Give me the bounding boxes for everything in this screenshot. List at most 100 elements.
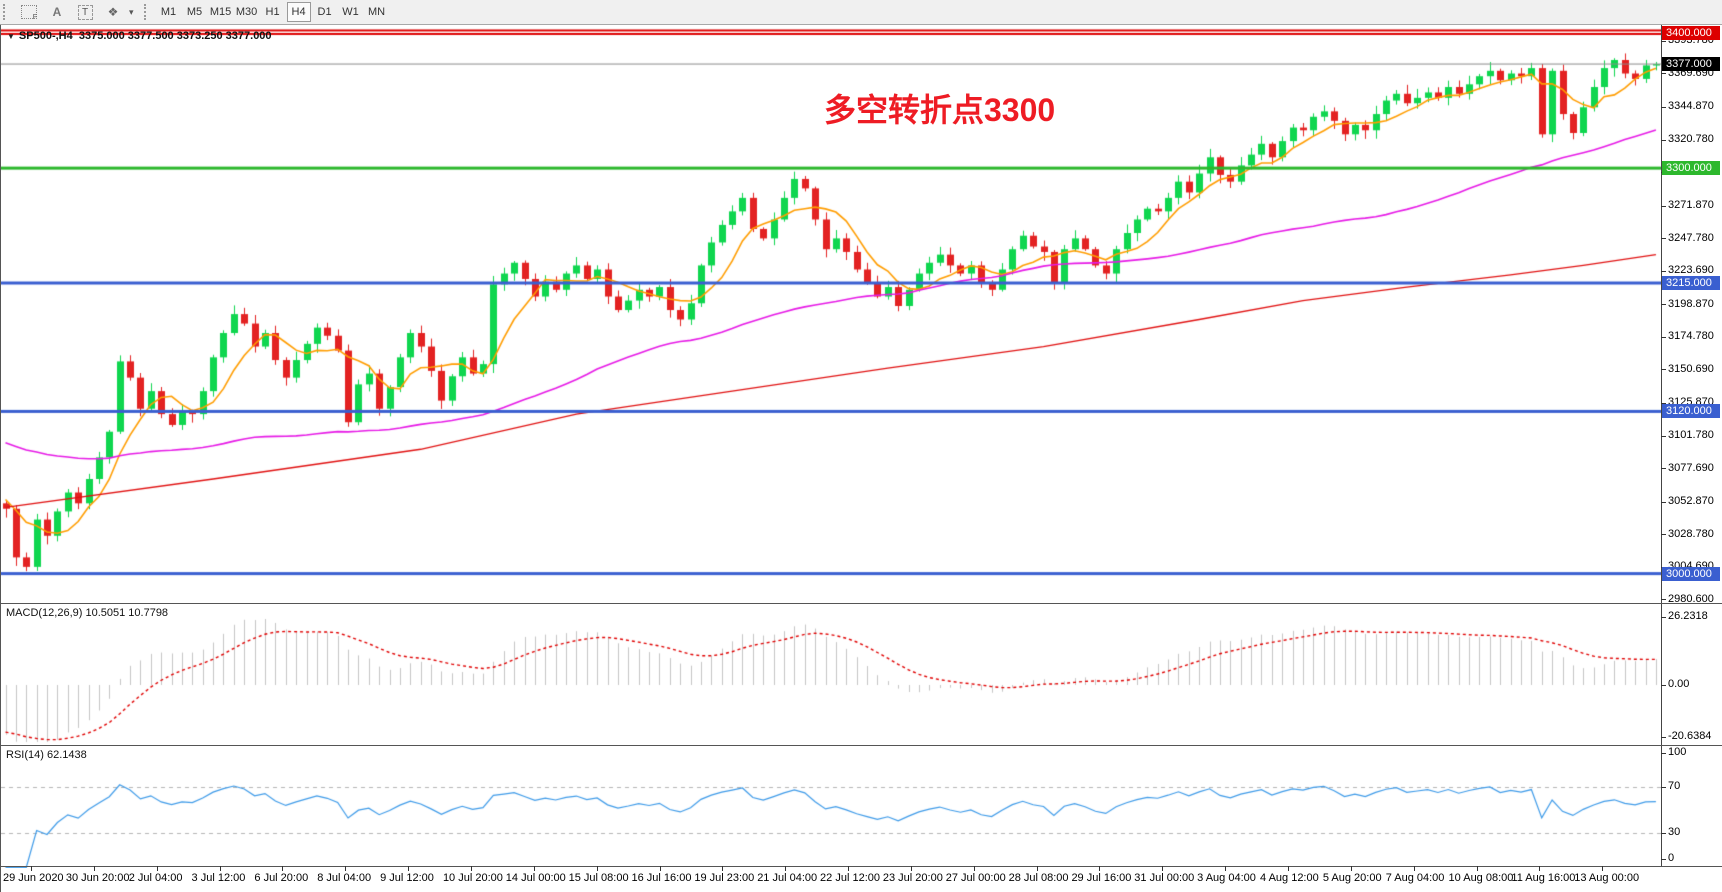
chevron-down-icon[interactable]: ▼	[7, 32, 15, 41]
price-level-badge[interactable]: 3300.000	[1662, 161, 1720, 176]
price-level-badge[interactable]: 3000.000	[1662, 566, 1720, 581]
price-tick-mark	[1661, 270, 1666, 272]
price-tick-label: 3052.870	[1668, 495, 1714, 508]
price-tick-mark	[1661, 402, 1666, 404]
timeframe-button-m1[interactable]: M1	[160, 6, 177, 18]
time-tick-mark	[722, 866, 724, 871]
time-tick-mark	[973, 866, 975, 871]
toolbar-grip2[interactable]	[143, 4, 150, 20]
time-axis-label: 19 Jul 23:00	[694, 872, 755, 884]
time-tick-mark	[1036, 866, 1038, 871]
time-axis-label: 15 Jul 08:00	[568, 872, 629, 884]
rsi-tick-label: 30	[1668, 826, 1681, 838]
symbol-ohlc-readout: ▼ SP500-,H4 3375.000 3377.500 3373.250 33…	[7, 30, 272, 42]
price-chart-canvas[interactable]	[1, 25, 1661, 868]
time-axis-label: 9 Jul 12:00	[380, 872, 434, 884]
time-tick-mark	[470, 866, 472, 871]
price-tick-label: 3271.870	[1668, 199, 1714, 212]
macd-tick-mark	[1661, 684, 1666, 686]
timeframe-buttons: M1 M5 M15 M30 H1 H4 D1 W1 MN	[156, 2, 390, 22]
price-tick-mark	[1661, 139, 1666, 141]
time-tick-mark	[1225, 866, 1227, 871]
time-axis-label: 22 Jul 12:00	[820, 872, 880, 884]
price-level-badge[interactable]: 3400.000	[1662, 25, 1720, 40]
time-axis-label: 30 Jun 20:00	[65, 872, 130, 884]
time-tick-mark	[596, 866, 598, 871]
time-axis-label: 31 Jul 00:00	[1134, 872, 1195, 884]
rsi-panel-separator[interactable]	[1, 745, 1722, 746]
macd-panel-separator[interactable]	[1, 603, 1722, 604]
price-level-badge[interactable]: 3120.000	[1662, 404, 1720, 419]
time-axis-label: 6 Jul 20:00	[254, 872, 309, 884]
rsi-tick-label: 100	[1668, 746, 1687, 758]
price-tick-mark	[1661, 599, 1666, 601]
rsi-tick-mark	[1661, 752, 1666, 754]
time-tick-mark	[282, 866, 284, 871]
macd-tick-label: -20.6384	[1668, 730, 1712, 742]
chart-annotation-text[interactable]: 多空转折点3300	[824, 92, 1056, 128]
time-axis-label: 27 Jul 00:00	[945, 872, 1006, 884]
price-level-badge[interactable]: 3215.000	[1662, 276, 1720, 290]
price-tick-mark	[1661, 106, 1666, 108]
time-tick-mark	[848, 866, 850, 871]
time-axis-label: 13 Aug 00:00	[1574, 872, 1640, 884]
price-level-badge[interactable]: 3377.000	[1662, 57, 1720, 72]
timeframe-button-m15[interactable]: M15	[209, 6, 232, 18]
rsi-tick-mark	[1661, 832, 1666, 834]
time-tick-mark	[910, 866, 912, 871]
rsi-indicator-label: RSI(14) 62.1438	[6, 749, 87, 761]
timeframe-button-mn[interactable]: MN	[367, 6, 386, 18]
time-tick-mark	[408, 866, 410, 871]
time-tick-mark	[1602, 866, 1604, 871]
text-label-icon[interactable]: T	[73, 2, 97, 22]
rsi-tick-mark	[1661, 858, 1666, 860]
time-axis-label: 21 Jul 04:00	[757, 872, 818, 884]
time-axis-label: 29 Jun 2020	[3, 872, 64, 884]
price-tick-label: 3247.780	[1668, 231, 1714, 244]
rsi-tick-label: 70	[1668, 780, 1681, 792]
timeframe-button-m5[interactable]: M5	[186, 6, 203, 18]
time-axis-label: 3 Jul 12:00	[191, 872, 246, 884]
price-tick-mark	[1661, 304, 1666, 306]
price-tick-label: 3101.780	[1668, 429, 1714, 442]
macd-tick-label: 26.2318	[1668, 610, 1708, 622]
price-tick-label: 2980.600	[1668, 592, 1714, 605]
macd-indicator-label: MACD(12,26,9) 10.5051 10.7798	[6, 607, 169, 619]
price-tick-label: 3077.690	[1668, 461, 1714, 474]
indicator-grid-f-icon[interactable]	[17, 2, 41, 22]
timeframe-button-m30[interactable]: M30	[235, 6, 258, 18]
timeframe-button-d1[interactable]: D1	[317, 6, 332, 18]
timeframe-button-w1[interactable]: W1	[342, 6, 359, 18]
toolbar-grip[interactable]	[3, 4, 9, 20]
time-axis-label: 3 Aug 04:00	[1197, 872, 1256, 884]
time-axis-label: 8 Jul 04:00	[317, 872, 372, 884]
time-tick-mark	[1476, 866, 1478, 871]
price-tick-mark	[1661, 501, 1666, 503]
time-tick-mark	[156, 866, 158, 871]
price-tick-label: 3223.690	[1668, 264, 1714, 277]
macd-tick-mark	[1661, 616, 1666, 618]
time-axis-label: 23 Jul 20:00	[882, 872, 943, 884]
time-axis-label: 5 Aug 20:00	[1322, 872, 1382, 884]
timeframe-button-h4[interactable]: H4	[286, 2, 311, 22]
price-tick-label: 3028.780	[1668, 527, 1714, 540]
chevron-down-icon[interactable]: ▾	[129, 6, 134, 17]
time-axis-label: 14 Jul 00:00	[505, 872, 566, 884]
ohlc-values: 3375.000 3377.500 3373.250 3377.000	[78, 30, 272, 42]
time-tick-mark	[1288, 866, 1289, 871]
price-axis-separator	[1661, 25, 1662, 866]
time-axis-label: 2 Jul 04:00	[128, 872, 183, 884]
shapes-icon[interactable]: ❖	[107, 5, 119, 19]
chart-area: ▼ SP500-,H4 3375.000 3377.500 3373.250 33…	[0, 25, 1722, 892]
text-a-icon[interactable]: A	[52, 5, 62, 19]
symbol-label: SP500-,H4	[18, 30, 73, 42]
time-tick-mark	[1099, 866, 1101, 871]
price-tick-label: 3320.780	[1668, 133, 1714, 146]
rsi-tick-label: 0	[1668, 852, 1675, 864]
price-tick-mark	[1661, 534, 1666, 536]
macd-tick-label: 0.00	[1668, 678, 1690, 690]
time-tick-mark	[93, 866, 95, 871]
timeframe-button-h1[interactable]: H1	[265, 6, 280, 18]
